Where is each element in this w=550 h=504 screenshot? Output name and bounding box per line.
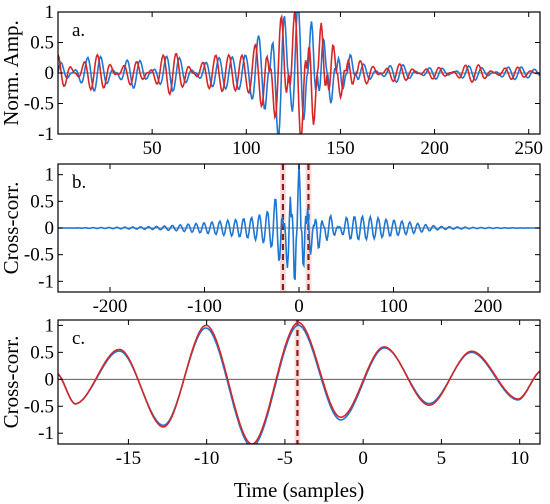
y-tick-label: 0	[45, 369, 55, 390]
y-tick-label: 1	[45, 315, 55, 336]
x-tick-label: 200	[474, 296, 503, 317]
x-tick-label: 150	[326, 138, 355, 159]
y-tick-label: -0.5	[24, 245, 54, 266]
x-tick-label: 250	[514, 138, 543, 159]
plot-frame	[57, 319, 541, 445]
chart-panel-3: -1 -0.5 0 0.5 1 -15 -10 -5 0 5 10 c. Cross-corr. Time…	[0, 315, 541, 502]
y-tick-label: -0.5	[24, 94, 54, 115]
x-tick-label: -200	[93, 296, 128, 317]
x-tick-label: -15	[116, 448, 141, 469]
y-tick-label: 0.5	[30, 191, 54, 212]
x-tick-label: 5	[437, 448, 447, 469]
y-tick-label: 0	[45, 63, 55, 84]
y-tick-label: 1	[45, 2, 55, 23]
x-tick-label: -100	[187, 296, 222, 317]
chart-panel-2: -1 -0.5 0 0.5 1 -200 -100 0 100 200 b. Cross-corr.	[0, 163, 541, 317]
y-tick-label: -1	[38, 271, 54, 292]
y-tick-label: 1	[45, 165, 55, 186]
panel-label: c.	[72, 328, 85, 349]
x-tick-label: -10	[194, 448, 219, 469]
y-tick-label: -0.5	[24, 396, 54, 417]
panel-label: a.	[72, 20, 85, 41]
y-axis-title: Cross-corr.	[0, 182, 23, 275]
x-tick-label: 100	[379, 296, 408, 317]
y-tick-label: -1	[38, 124, 54, 145]
y-tick-label: 0	[45, 218, 55, 239]
x-tick-label: -5	[277, 448, 293, 469]
x-tick-label: 200	[420, 138, 449, 159]
x-tick-label: 50	[143, 138, 162, 159]
y-tick-label: 0.5	[30, 342, 54, 363]
panel-label: b.	[72, 172, 86, 193]
series-line-2	[58, 12, 540, 134]
x-tick-label: 0	[358, 448, 368, 469]
y-axis-title: Cross-corr.	[0, 336, 23, 429]
x-tick-label: 100	[232, 138, 261, 159]
y-tick-label: -1	[38, 423, 54, 444]
x-axis-title: Time (samples)	[234, 478, 364, 502]
y-axis-title: Norm. Amp.	[0, 20, 23, 126]
x-tick-label: 0	[294, 296, 304, 317]
series-line-2	[58, 321, 540, 444]
y-tick-label: 0.5	[30, 33, 54, 54]
series-line-1	[58, 164, 540, 281]
x-tick-label: 10	[510, 448, 529, 469]
